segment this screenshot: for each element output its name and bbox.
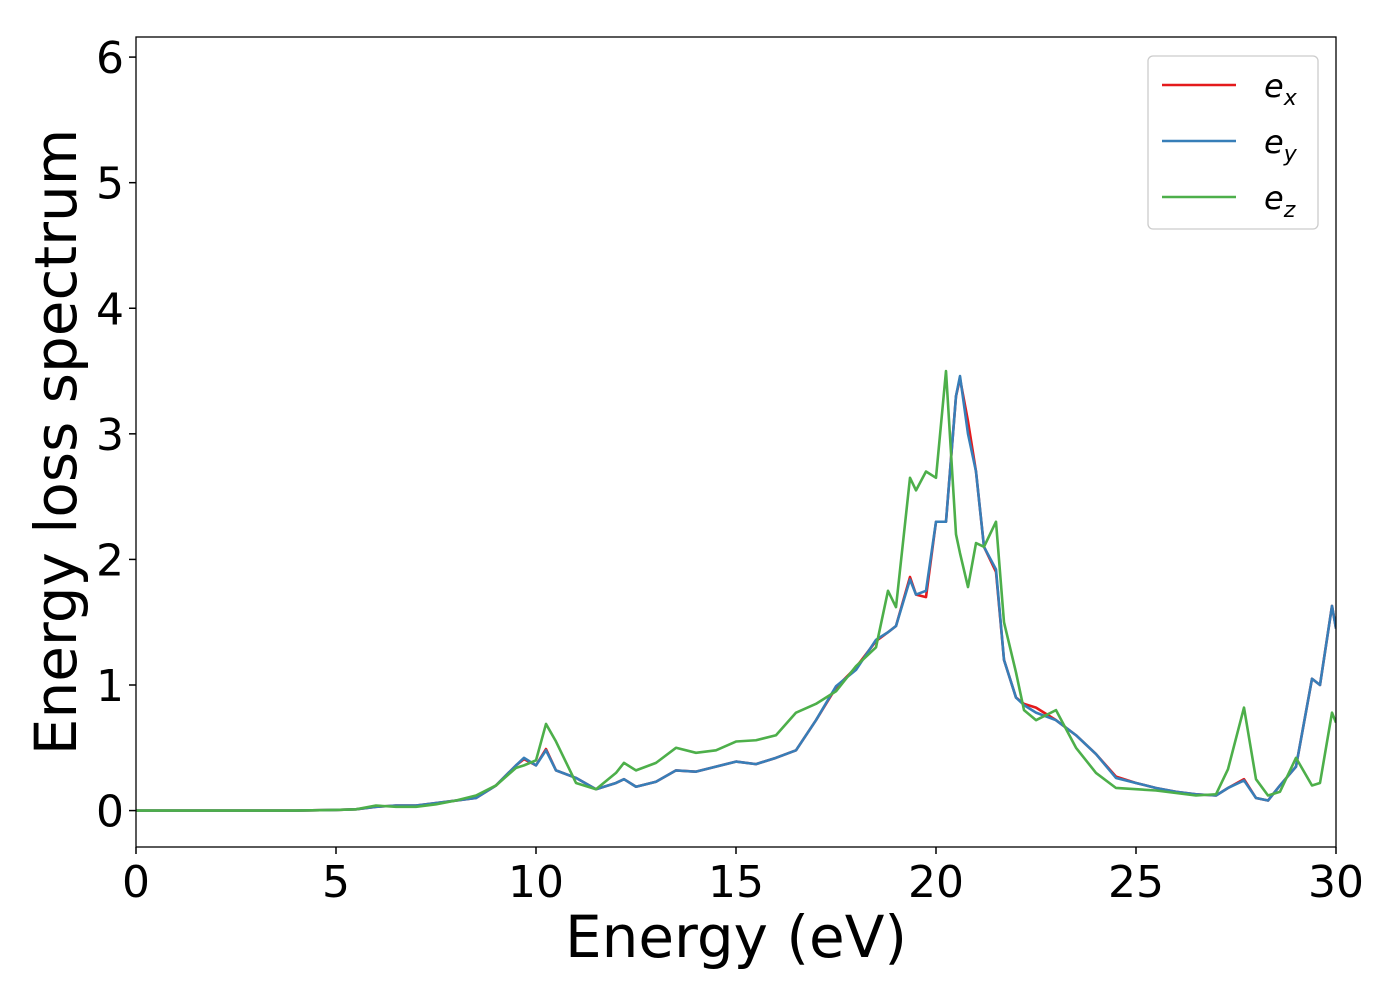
x-tick-label: 15: [708, 857, 764, 908]
x-tick-label: 5: [322, 857, 350, 908]
y-tick-label: 4: [96, 284, 124, 335]
y-tick-label: 3: [96, 410, 124, 461]
x-tick-label: 25: [1108, 857, 1164, 908]
legend-label: ey: [1264, 123, 1298, 167]
x-tick-label: 20: [908, 857, 964, 908]
x-tick-label: 10: [508, 857, 564, 908]
y-tick-label: 2: [96, 535, 124, 586]
legend-box: [1147, 55, 1319, 230]
y-axis-label: Energy loss spectrum: [22, 129, 90, 755]
legend-label: ez: [1264, 179, 1296, 223]
series-line: [136, 377, 1336, 812]
y-tick-label: 1: [96, 661, 124, 712]
x-tick-label: 0: [122, 857, 150, 908]
x-tick-label: 30: [1308, 857, 1364, 908]
y-tick-label: 0: [96, 787, 124, 838]
series-line: [136, 369, 1336, 812]
legend-label: ex: [1264, 67, 1298, 111]
y-tick-label: 6: [96, 33, 124, 84]
series-line: [136, 374, 1336, 812]
plot-frame: [135, 36, 1337, 848]
x-axis-label: Energy (eV): [565, 903, 907, 971]
y-tick-label: 5: [96, 159, 124, 210]
